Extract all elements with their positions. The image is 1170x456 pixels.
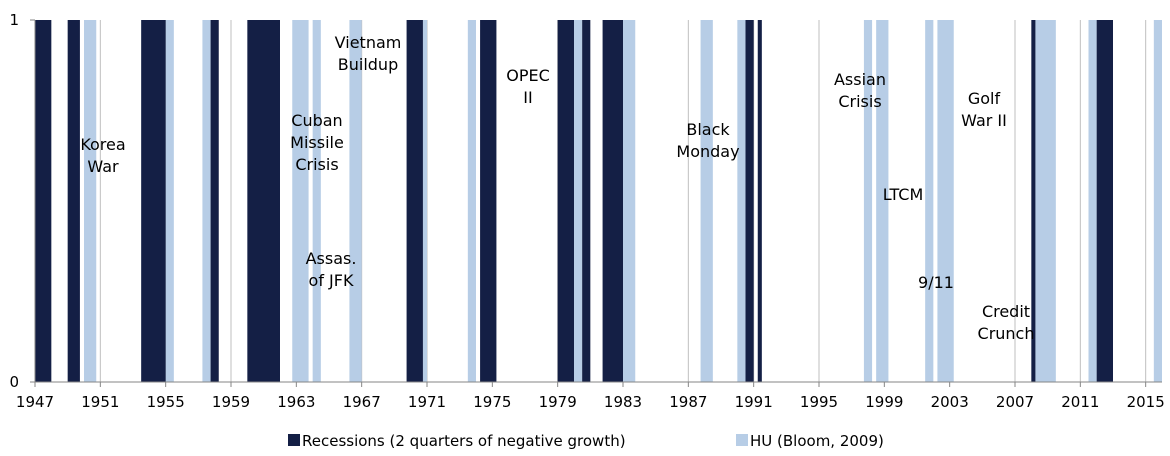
annotation-line: II [523, 88, 532, 107]
x-tick-label: 1999 [865, 393, 903, 411]
x-tick-label: 1963 [277, 393, 315, 411]
recession-bar [1031, 20, 1036, 382]
legend-label-hu: HU (Bloom, 2009) [750, 432, 884, 450]
annotation-label: Black Monday [676, 120, 739, 161]
bars [35, 20, 1162, 382]
annotation-line: 9/11 [918, 273, 954, 292]
recession-bar [35, 20, 52, 382]
annotation-line: Crisis [295, 155, 338, 174]
annotation-label: 9/11 [918, 273, 954, 292]
x-tick-label: 2015 [1127, 393, 1165, 411]
legend: Recessions (2 quarters of negative growt… [288, 432, 884, 450]
x-tick-label: 1955 [147, 393, 185, 411]
hu-bar [937, 20, 954, 382]
hu-bar [292, 20, 309, 382]
annotation-line: Crisis [838, 92, 881, 111]
x-tick-label: 1967 [343, 393, 381, 411]
annotation-line: of JFK [309, 271, 354, 290]
annotation-line: Korea [80, 135, 125, 154]
hu-bar [623, 20, 636, 382]
x-tick-label: 1979 [539, 393, 577, 411]
annotation-label: Assian Crisis [834, 70, 886, 111]
hu-bar [1153, 20, 1162, 382]
annotation-label: Korea War [80, 135, 125, 176]
x-tick-label: 2007 [996, 393, 1034, 411]
legend-swatch-recessions [288, 434, 300, 446]
hu-bar [574, 20, 583, 382]
annotation-line: Crunch [978, 324, 1035, 343]
annotation-line: Golf [968, 89, 1001, 108]
x-tick-label: 2011 [1061, 393, 1099, 411]
x-tick-label: 1959 [212, 393, 250, 411]
annotation-line: Buildup [338, 55, 398, 74]
hu-bar [349, 20, 362, 382]
hu-bar [202, 20, 211, 382]
annotation-label: OPEC II [506, 66, 550, 107]
hu-bar [1088, 20, 1097, 382]
x-tick-label: 1947 [16, 393, 54, 411]
hu-bar [925, 20, 934, 382]
y-tick-label: 1 [9, 11, 19, 29]
recession-bar [141, 20, 166, 382]
x-tick-label: 1951 [81, 393, 119, 411]
annotation-line: Assian [834, 70, 886, 89]
hu-bar [1035, 20, 1056, 382]
annotation-line: Black [686, 120, 730, 139]
annotation-line: Monday [676, 142, 739, 161]
x-tick-label: 1987 [669, 393, 707, 411]
hu-bar [863, 20, 873, 382]
legend-swatch-hu [736, 434, 748, 446]
hu-bar [422, 20, 427, 382]
annotation-line: Missile [290, 133, 344, 152]
y-tick-label: 0 [9, 373, 19, 391]
recession-bar [67, 20, 80, 382]
annotation-line: Credit [982, 302, 1030, 321]
annotation-label: Cuban Missile Crisis [290, 111, 344, 174]
annotation-label: Credit Crunch [978, 302, 1035, 343]
annotations: Korea War Cuban Missile Crisis Assas. of JFK Vi… [80, 33, 1034, 343]
recession-bar [745, 20, 754, 382]
legend-label-recessions: Recessions (2 quarters of negative growt… [302, 432, 626, 450]
recession-bar [247, 20, 280, 382]
hu-bar [467, 20, 476, 382]
recession-bar [757, 20, 762, 382]
hu-bar [165, 20, 174, 382]
x-tick-label: 1983 [604, 393, 642, 411]
x-tick-label: 2003 [931, 393, 969, 411]
x-tick-label: 1995 [800, 393, 838, 411]
recession-bar [480, 20, 497, 382]
annotation-line: War II [961, 111, 1007, 130]
annotation-line: Vietnam [335, 33, 402, 52]
annotation-line: LTCM [883, 185, 924, 204]
annotation-line: Assas. [306, 249, 357, 268]
recession-bar [602, 20, 623, 382]
annotation-line: OPEC [506, 66, 550, 85]
hu-bar [737, 20, 746, 382]
recession-bar [210, 20, 219, 382]
annotation-label: LTCM [883, 185, 924, 204]
hu-bar [312, 20, 321, 382]
recession-bar [406, 20, 423, 382]
annotation-label: Vietnam Buildup [335, 33, 402, 74]
x-tick-label: 1991 [735, 393, 773, 411]
x-tick-label: 1971 [408, 393, 446, 411]
hu-bar [700, 20, 713, 382]
hu-bar [84, 20, 97, 382]
recession-bar [557, 20, 574, 382]
recession-bar [1096, 20, 1113, 382]
annotation-line: Cuban [291, 111, 342, 130]
axes: 1947 1951 1955 1959 1963 1967 1971 1975 1979 1983… [9, 11, 1164, 411]
x-tick-label: 1975 [473, 393, 511, 411]
annotation-label: Golf War II [961, 89, 1007, 130]
annotation-line: War [87, 157, 119, 176]
annotation-label: Assas. of JFK [306, 249, 357, 290]
recession-bar [582, 20, 591, 382]
hu-bar [876, 20, 889, 382]
